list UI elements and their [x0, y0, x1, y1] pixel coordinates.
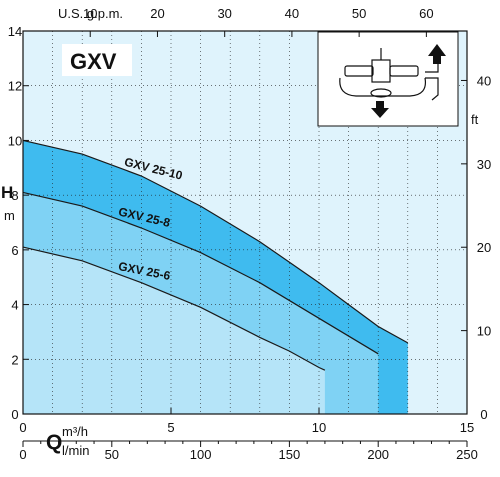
lmin-tick-label: 150	[279, 447, 301, 462]
outlet-arrow-icon	[428, 44, 446, 64]
left-tick-label: 14	[8, 24, 22, 39]
lmin-tick-label: 0	[19, 447, 26, 462]
bottom-tick-label: 5	[167, 420, 174, 435]
plot-frame	[22, 30, 468, 415]
right-tick-label: 30	[477, 157, 491, 172]
top-tick-label: 30	[217, 6, 231, 21]
y-axis-label: H	[1, 183, 13, 202]
area-gxv-25-6	[23, 247, 325, 414]
series-title-box: GXV	[62, 44, 132, 76]
curve-gxv-25-6	[22, 246, 326, 371]
x-axis2-unit: l/min	[62, 443, 89, 458]
right-axis-unit: ft	[471, 112, 479, 127]
inlet-arrow-icon	[371, 101, 389, 118]
left-tick-label: 4	[11, 298, 18, 313]
right-tick-label: 10	[477, 324, 491, 339]
x-axis-unit: m³/h	[62, 424, 88, 439]
right-tick-label: 20	[477, 240, 491, 255]
y-axis-unit: m	[4, 208, 15, 223]
top-tick-label: 40	[285, 6, 299, 21]
x-axis-label: Q	[46, 431, 62, 454]
lmin-tick-label: 50	[105, 447, 119, 462]
curve-gxv-25-8	[22, 191, 379, 355]
bottom-tick-label: 0	[19, 420, 26, 435]
left-tick-label: 10	[8, 133, 22, 148]
top-tick-label: 20	[150, 6, 164, 21]
top-tick-label: 10	[83, 6, 97, 21]
left-tick-label: 12	[8, 79, 22, 94]
left-tick-label: 8	[11, 188, 18, 203]
title-background	[62, 44, 132, 76]
top-tick-label: 60	[419, 6, 433, 21]
bottom-tick-label: 15	[460, 420, 474, 435]
lmin-tick-label: 200	[367, 447, 389, 462]
curve-lines	[22, 139, 409, 371]
right-tick-label: 0	[480, 407, 487, 422]
bottom-tick-label: 10	[312, 420, 326, 435]
curve-gxv-25-10	[22, 139, 409, 344]
chart-title: GXV	[70, 49, 117, 74]
lmin-tick-label: 100	[190, 447, 212, 462]
top-axis-unit: U.S. g.p.m.	[58, 6, 123, 21]
lmin-tick-label: 250	[456, 447, 478, 462]
left-tick-label: 0	[11, 407, 18, 422]
pump-diagram-inset	[317, 31, 459, 127]
pump-cross-section-icon	[339, 48, 439, 101]
top-tick-label: 50	[352, 6, 366, 21]
right-tick-label: 40	[477, 73, 491, 88]
left-tick-label: 2	[11, 352, 18, 367]
left-tick-label: 6	[11, 243, 18, 258]
